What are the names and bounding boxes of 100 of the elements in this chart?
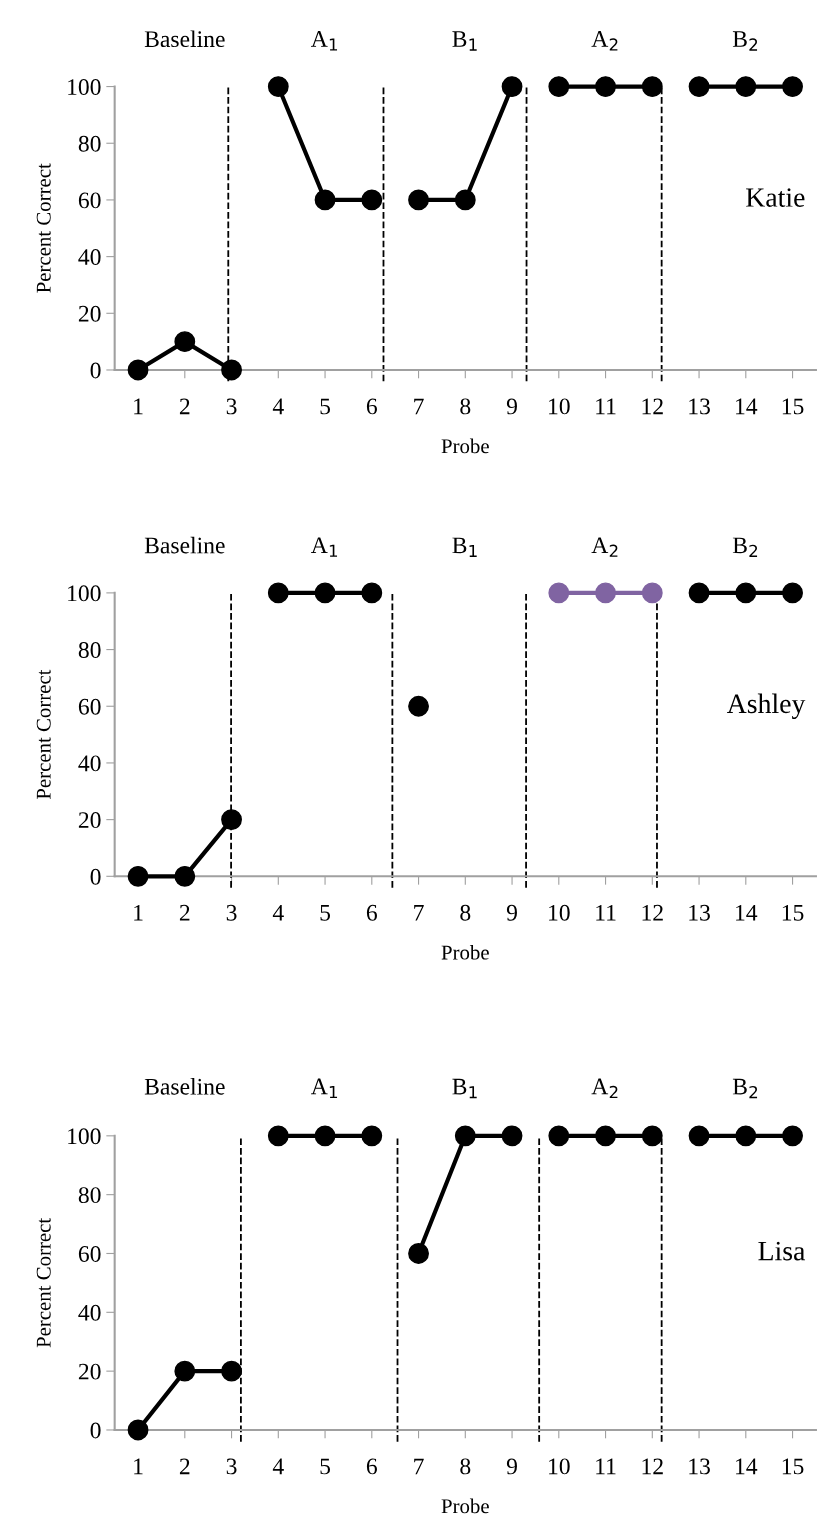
- x-tick-label: 14: [736, 398, 758, 415]
- x-tick-label: 11: [596, 904, 616, 921]
- x-tick-label: 5: [320, 905, 331, 921]
- point: [782, 1125, 803, 1147]
- text: B$_{1}$: [452, 537, 477, 557]
- point: [127, 359, 149, 381]
- x-tick-label: 10: [549, 398, 570, 415]
- x-tick-label: 8: [460, 398, 471, 415]
- x-tick-label: 1: [134, 904, 143, 921]
- x-tick-label: 12: [642, 904, 663, 921]
- point: [127, 1419, 149, 1441]
- point: [641, 76, 663, 97]
- y-tick-label: 80: [78, 642, 101, 658]
- point: [735, 1125, 757, 1147]
- x-tick-label: 13: [689, 398, 710, 415]
- x-tick-label: 1: [134, 1458, 143, 1475]
- x-tick-label: 4: [272, 1458, 284, 1475]
- x-tick-label: 11: [596, 1458, 616, 1475]
- point: [408, 1243, 429, 1264]
- point: [221, 359, 242, 381]
- x-tick-label: 14: [736, 904, 758, 921]
- point: [221, 809, 242, 831]
- y-tick-label: 80: [78, 1187, 101, 1204]
- x-tick-label: 7: [414, 398, 424, 415]
- point: [127, 865, 149, 887]
- point: [548, 76, 570, 97]
- point: [408, 695, 429, 717]
- x-tick-label: 8: [460, 904, 471, 921]
- point: [595, 582, 616, 604]
- point: [174, 865, 196, 887]
- x-tick-label: 2: [179, 1458, 190, 1475]
- point: [174, 1360, 196, 1382]
- y-tick-label: 0: [90, 1422, 101, 1439]
- x-tick-label: 6: [366, 398, 377, 415]
- x-tick-label: 9: [506, 398, 517, 415]
- point: [408, 189, 429, 211]
- y-tick-label: 0: [90, 362, 101, 379]
- y-axis-title: Percent Correct: [36, 1217, 51, 1348]
- x-tick-label: 1: [134, 398, 143, 415]
- x-tick-label: 9: [506, 904, 517, 921]
- x-tick-label: 7: [414, 905, 424, 921]
- x-tick-label: 11: [596, 398, 616, 415]
- text: A$_{2}$: [591, 537, 618, 557]
- y-axis-title: Percent Correct: [36, 163, 51, 293]
- y-tick-label: 60: [78, 192, 101, 209]
- y-tick-label: 100: [68, 1128, 101, 1145]
- x-tick-label: 9: [506, 1458, 517, 1475]
- point: [688, 76, 710, 97]
- y-tick-label: 0: [90, 868, 101, 885]
- x-tick-label: 12: [642, 398, 663, 415]
- point: [641, 1125, 663, 1147]
- x-axis-title: Probe: [441, 1498, 489, 1514]
- x-tick-label: 15: [782, 398, 804, 415]
- point: [735, 76, 757, 97]
- point: [501, 76, 523, 97]
- point: [454, 1125, 476, 1147]
- x-tick-label: 5: [320, 398, 331, 415]
- x-tick-label: 10: [549, 1458, 570, 1475]
- x-tick-label: 4: [272, 398, 284, 415]
- text: B$_{2}$: [732, 1078, 758, 1099]
- text: B$_{2}$: [732, 537, 758, 557]
- x-tick-label: 15: [782, 904, 804, 921]
- text: Baseline: [144, 1078, 225, 1095]
- text: B$_{1}$: [452, 31, 477, 51]
- annotation: Katie: [746, 188, 805, 207]
- point: [641, 582, 663, 604]
- annotation: Ashley: [726, 693, 806, 719]
- point: [267, 1125, 289, 1147]
- x-tick-label: 3: [226, 398, 237, 415]
- y-axis-title: Percent Correct: [36, 669, 51, 800]
- x-tick-label: 2: [179, 904, 190, 921]
- x-tick-label: 6: [366, 904, 377, 921]
- point: [735, 582, 757, 604]
- x-tick-label: 6: [366, 1458, 377, 1475]
- x-tick-label: 3: [226, 904, 237, 921]
- text: A$_{2}$: [591, 1078, 618, 1099]
- x-tick-label: 13: [689, 904, 710, 921]
- x-tick-label: 10: [549, 904, 570, 921]
- x-tick-label: 4: [272, 904, 284, 921]
- point: [174, 331, 196, 353]
- x-tick-label: 14: [736, 1458, 758, 1475]
- y-tick-label: 40: [78, 1304, 101, 1321]
- x-axis-title: Probe: [441, 438, 489, 454]
- y-tick-label: 60: [78, 1245, 101, 1262]
- point: [688, 1125, 710, 1147]
- x-tick-label: 7: [414, 1458, 424, 1475]
- point: [782, 582, 803, 604]
- point: [595, 76, 616, 97]
- x-tick-label: 8: [460, 1458, 471, 1475]
- y-tick-label: 60: [78, 698, 101, 715]
- point: [267, 76, 289, 97]
- y-tick-label: 20: [78, 1363, 101, 1380]
- annotation: Lisa: [758, 1241, 806, 1261]
- text: B$_{2}$: [732, 31, 758, 51]
- x-tick-label: 12: [642, 1458, 663, 1475]
- point: [501, 1125, 523, 1147]
- y-tick-label: 20: [78, 305, 101, 322]
- point: [548, 1125, 570, 1147]
- text: A$_{1}$: [311, 31, 338, 51]
- y-tick-label: 100: [68, 585, 101, 602]
